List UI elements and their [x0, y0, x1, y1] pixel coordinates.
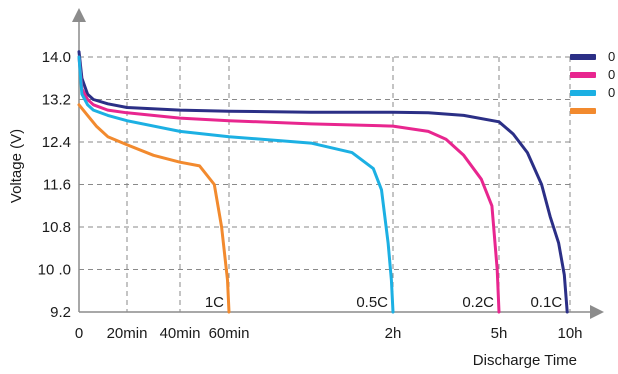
legend-label: 0	[608, 67, 615, 82]
series-line	[77, 50, 569, 314]
legend-label: 0	[608, 85, 615, 100]
axes	[72, 8, 604, 319]
series-line	[77, 55, 395, 314]
curve-rate-label: 0.1C	[530, 294, 562, 311]
y-tick-label: 10.8	[42, 219, 71, 236]
x-axis-title: Discharge Time	[473, 352, 577, 369]
legend-label: 0	[608, 49, 615, 64]
y-axis-title: Voltage (V)	[8, 129, 25, 203]
legend-swatch	[570, 90, 596, 96]
y-tick-label: 14.0	[42, 49, 71, 66]
legend-swatch	[570, 108, 596, 114]
legend-swatch	[570, 54, 596, 60]
curve-rate-label: 1C	[205, 294, 224, 311]
x-tick-label: 5h	[491, 325, 508, 342]
series-line	[77, 55, 501, 314]
x-tick-label: 10h	[557, 325, 582, 342]
y-axis-arrow	[72, 8, 86, 22]
series	[77, 50, 569, 314]
x-tick-label: 0	[75, 325, 83, 342]
legend-swatch	[570, 72, 596, 78]
y-tick-label: 9.2	[50, 304, 71, 321]
x-tick-label: 60min	[209, 325, 250, 342]
x-tick-label: 2h	[385, 325, 402, 342]
series-line	[77, 103, 231, 314]
legend: 0 0 0	[570, 49, 615, 114]
y-tick-label: 13.2	[42, 92, 71, 109]
y-tick-label: 10 .0	[38, 262, 71, 279]
grid	[79, 56, 571, 312]
curve-rate-label: 0.2C	[462, 294, 494, 311]
x-tick-label: 20min	[107, 325, 148, 342]
y-tick-label: 12.4	[42, 134, 71, 151]
curve-rate-label: 0.5C	[356, 294, 388, 311]
tick-labels: 14.0 13.2 12.4 11.6 10.8 10 .0 9.20 20min 40min 6…	[38, 49, 583, 342]
y-tick-label: 11.6	[43, 177, 71, 194]
x-tick-label: 40min	[160, 325, 201, 342]
x-axis-arrow	[590, 305, 604, 319]
